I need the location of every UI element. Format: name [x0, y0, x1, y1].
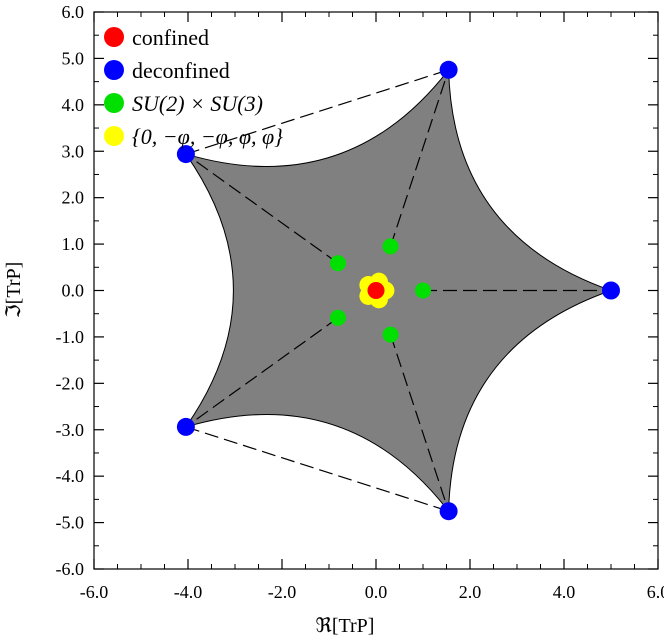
deconfined-point-2 [176, 145, 195, 164]
su2xsu3-point-1 [382, 238, 399, 255]
y-tick-label: -1.0 [56, 327, 85, 347]
y-tick-label: -6.0 [56, 559, 85, 579]
legend-label-phi-family: {0, −φ, −φ, φ, φ} [132, 124, 283, 149]
axes: -6.0 -4.0 -2.0 0.0 2.0 4.0 6.0 6.0 5.0 4.0 3.0 2.0 1… [56, 2, 664, 602]
confined-point-0 [367, 282, 385, 299]
y-tick-label: 2.0 [62, 188, 85, 208]
x-tick-label: 6.0 [647, 582, 664, 602]
legend-label-su2xsu3: SU(2) × SU(3) [132, 91, 263, 116]
y-tick-label: -3.0 [56, 420, 85, 440]
su2xsu3-point-4 [382, 326, 399, 343]
deconfined-point-1 [439, 60, 458, 79]
y-tick-label: 3.0 [62, 141, 85, 161]
dashed-line-3 [389, 334, 450, 512]
y-tick-label: -4.0 [56, 466, 85, 486]
region-fill [184, 68, 613, 513]
x-tick-label: 4.0 [553, 582, 576, 602]
dashed-line-4 [185, 153, 339, 264]
deconfined-point-3 [176, 417, 195, 436]
legend-label-deconfined: deconfined [132, 58, 230, 83]
legend-marker-su2xsu3 [104, 93, 124, 113]
su2xsu3-point-2 [329, 255, 346, 272]
x-tick-label: -4.0 [174, 582, 203, 602]
y-tick-label: 5.0 [62, 48, 85, 68]
legend-marker-confined [104, 27, 124, 47]
y-tick-label: -2.0 [56, 373, 85, 393]
x-tick-label: -2.0 [268, 582, 297, 602]
x-tick-label: -6.0 [80, 582, 109, 602]
y-axis-label: ℑ[TrP] [3, 262, 25, 319]
dashed-line-5 [185, 317, 339, 428]
dashed-line-1 [185, 426, 449, 512]
x-tick-label: 0.0 [365, 582, 388, 602]
deconfined-point-0 [602, 281, 620, 300]
legend-label-confined: confined [132, 25, 209, 50]
legend-marker-deconfined [104, 60, 124, 80]
legend: confined deconfined SU(2) × SU(3) {0, −φ, −… [104, 25, 283, 149]
y-tick-label: 0.0 [62, 281, 85, 301]
dashed-line-2 [389, 69, 450, 247]
y-tick-label: 1.0 [62, 234, 85, 254]
su2xsu3-point-3 [329, 309, 346, 326]
legend-marker-phi-family [104, 126, 124, 146]
plot-area [176, 60, 620, 521]
su2xsu3-point-0 [415, 282, 431, 299]
dashed-line-0 [185, 69, 449, 155]
x-axis-label: ℜ[TrP] [316, 615, 375, 637]
y-tick-label: 4.0 [62, 95, 85, 115]
y-tick-label: 6.0 [62, 2, 85, 22]
deconfined-point-4 [439, 502, 458, 521]
y-tick-label: -5.0 [56, 513, 85, 533]
x-tick-label: 2.0 [459, 582, 482, 602]
